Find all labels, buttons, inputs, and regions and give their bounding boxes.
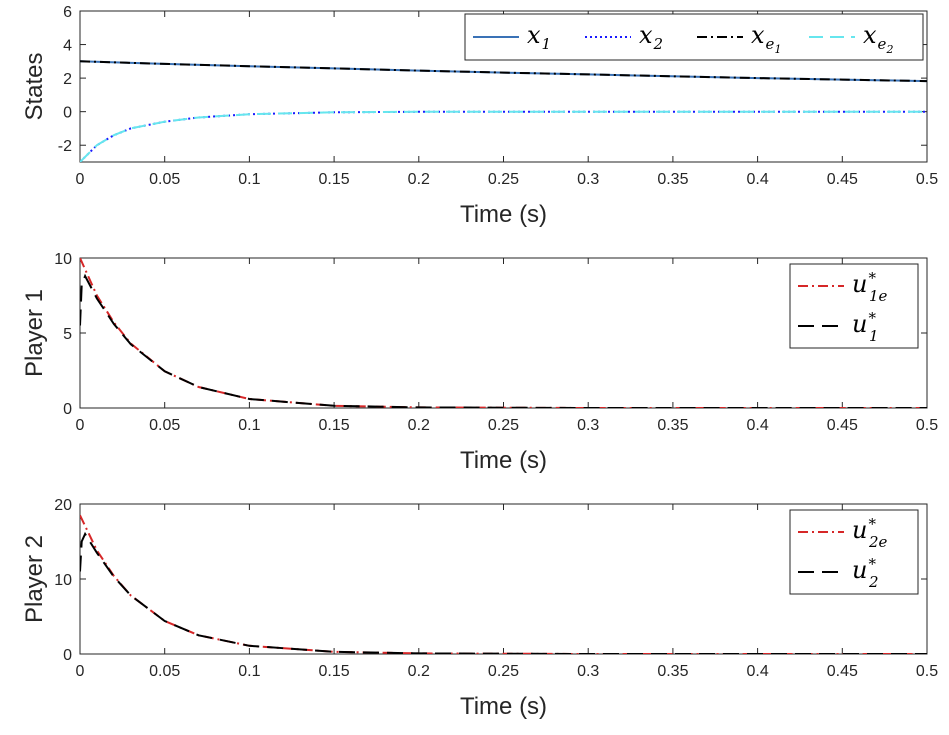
legend-label-xe1: xe1 — [751, 21, 781, 56]
y-axis-label: Player 1 — [21, 289, 48, 377]
legend-box — [789, 509, 919, 595]
x-tick-label: 0.45 — [827, 171, 858, 188]
x-tick-label: 0.4 — [746, 417, 768, 434]
x-tick-label: 0.15 — [319, 663, 350, 680]
y-tick-label: 5 — [63, 326, 72, 343]
legend-label-x2: x2 — [639, 21, 663, 53]
legend-label-x1: x1 — [527, 21, 551, 53]
x-tick-label: 0.25 — [488, 417, 519, 434]
x-tick-label: 0.25 — [488, 663, 519, 680]
x-tick-label: 0.35 — [657, 171, 688, 188]
x-axis-label: Time (s) — [460, 447, 547, 474]
y-tick-label: 6 — [63, 4, 72, 21]
y-tick-label: 2 — [63, 71, 72, 88]
x-axis-label: Time (s) — [460, 201, 547, 228]
series-line-xe2 — [80, 110, 927, 162]
plot-area — [79, 503, 928, 655]
legend-label-u2e*: u* 2e — [852, 515, 888, 551]
x-tick-label: 0 — [76, 417, 85, 434]
plot-area — [79, 257, 928, 409]
x-tick-label: 0.4 — [746, 171, 768, 188]
legend-label-u1e*: u* 1e — [852, 269, 888, 305]
x-tick-label: 0 — [76, 171, 85, 188]
x-tick-label: 0.3 — [577, 417, 599, 434]
x-tick-label: 0.15 — [319, 417, 350, 434]
legend: u* 1e u* 1 — [789, 263, 919, 349]
y-tick-label: 0 — [63, 105, 72, 122]
x-tick-label: 0.2 — [408, 417, 430, 434]
x-tick-label: 0.5 — [916, 171, 938, 188]
y-tick-label: 20 — [54, 497, 72, 514]
y-axis-label: States — [21, 52, 48, 120]
legend-label-u1*: u* 1 — [852, 309, 879, 345]
x-tick-label: 0.35 — [657, 663, 688, 680]
x-tick-label: 0.1 — [238, 417, 260, 434]
x-tick-label: 0.3 — [577, 663, 599, 680]
chart-panel-3: 0 0.05 0.1 0.15 0.2 0.25 0.3 0.35 0.4 0.45 0.5 0 10 2… — [21, 497, 938, 720]
y-tick-label: 4 — [63, 38, 72, 55]
legend: x1 x2 xe1 xe2 — [464, 13, 924, 61]
x-tick-label: 0.05 — [149, 417, 180, 434]
legend-box — [464, 13, 924, 61]
x-tick-label: 0.1 — [238, 663, 260, 680]
y-tick-label: -2 — [58, 138, 72, 155]
x-tick-label: 0.05 — [149, 171, 180, 188]
x-tick-label: 0 — [76, 663, 85, 680]
legend-label-xe2: xe2 — [863, 21, 893, 56]
x-tick-label: 0.25 — [488, 171, 519, 188]
series-line-u1* — [80, 273, 927, 408]
x-tick-label: 0.45 — [827, 663, 858, 680]
x-tick-label: 0.3 — [577, 171, 599, 188]
x-tick-label: 0.45 — [827, 417, 858, 434]
y-tick-label: 10 — [54, 251, 72, 268]
x-axis-label: Time (s) — [460, 693, 547, 720]
x-tick-label: 0.2 — [408, 171, 430, 188]
chart-panel-2: 0 0.05 0.1 0.15 0.2 0.25 0.3 0.35 0.4 0.45 0.5 0 5 10… — [21, 251, 938, 474]
x-tick-label: 0.5 — [916, 663, 938, 680]
y-tick-label: 0 — [63, 401, 72, 418]
series-line-u2* — [80, 531, 927, 654]
x-tick-label: 0.35 — [657, 417, 688, 434]
x-tick-label: 0.05 — [149, 663, 180, 680]
x-tick-label: 0.5 — [916, 417, 938, 434]
x-tick-label: 0.15 — [319, 171, 350, 188]
chart-panel-1: 0 0.05 0.1 0.15 0.2 0.25 0.3 0.35 0.4 0.45 0.5-202… — [21, 4, 938, 228]
x-tick-label: 0.2 — [408, 663, 430, 680]
y-tick-label: 10 — [54, 572, 72, 589]
y-axis-label: Player 2 — [21, 535, 48, 623]
legend: u* 2e u* 2 — [789, 509, 919, 595]
legend-label-u2*: u* 2 — [852, 555, 879, 591]
x-tick-label: 0.1 — [238, 171, 260, 188]
series-line-xe1 — [80, 60, 927, 83]
x-tick-label: 0.4 — [746, 663, 768, 680]
legend-box — [789, 263, 919, 349]
y-tick-label: 0 — [63, 647, 72, 664]
